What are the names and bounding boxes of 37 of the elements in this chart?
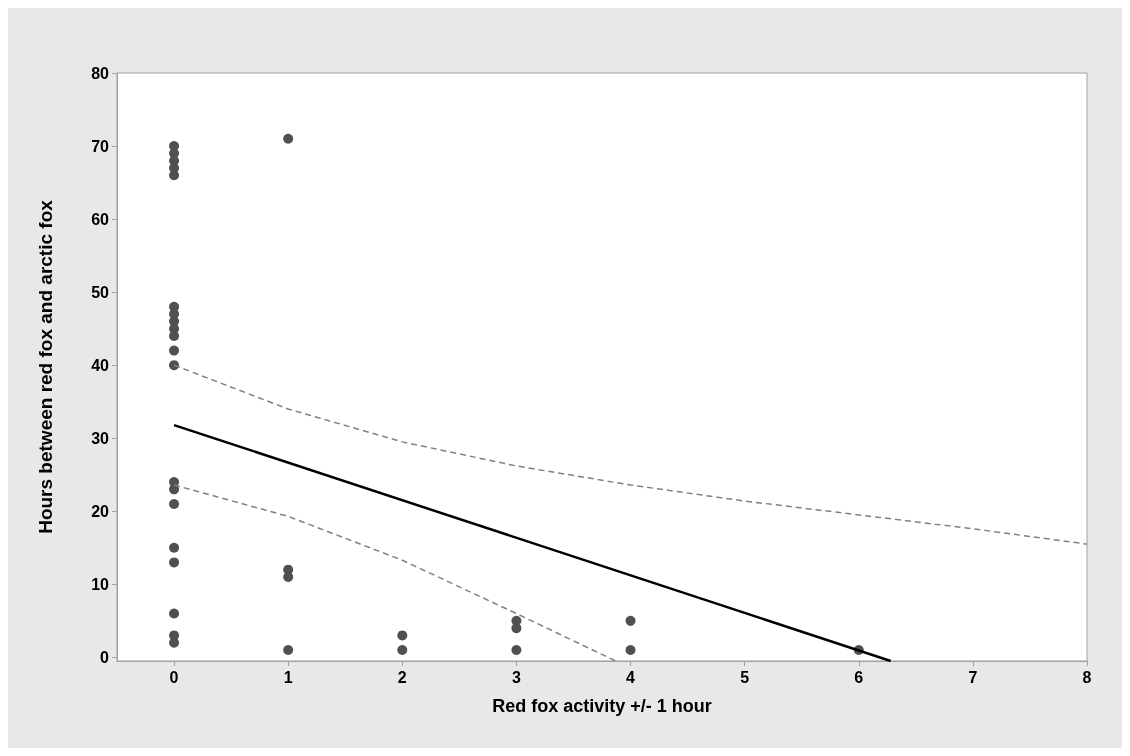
y-tick-label: 70 [91,137,110,155]
point [625,645,636,656]
x-tick-label: 8 [1082,668,1092,686]
x-tick-label: 3 [511,668,521,686]
point [169,484,180,495]
point [169,345,180,356]
point [169,542,180,553]
point [283,133,294,144]
y-tick-label: 10 [91,575,110,593]
y-tick-label: 40 [91,356,110,374]
y-tick-label: 60 [91,210,110,228]
point [397,645,408,656]
y-tick-label: 20 [91,502,110,520]
point [169,498,180,509]
x-tick-label: 0 [169,668,179,686]
y-tick-label: 50 [91,283,110,301]
point [169,360,180,371]
x-tick-label: 5 [740,668,750,686]
point [511,623,522,634]
y-tick-label: 0 [100,648,110,666]
x-axis-title: Red fox activity +/- 1 hour [492,696,712,716]
y-axis-title: Hours between red fox and arctic fox [35,199,56,534]
x-tick-label: 4 [626,668,636,686]
y-tick-label: 30 [91,429,110,447]
point [169,170,180,181]
point [169,608,180,619]
x-tick-label: 6 [854,668,864,686]
point [283,572,294,582]
point [169,557,180,568]
x-tick-label: 1 [283,668,293,686]
y-tick-label: 80 [91,64,110,82]
point [625,615,636,626]
x-tick-label: 7 [968,668,978,686]
point [397,630,408,641]
point [511,645,522,656]
x-tick-label: 2 [397,668,407,686]
point [283,645,294,656]
